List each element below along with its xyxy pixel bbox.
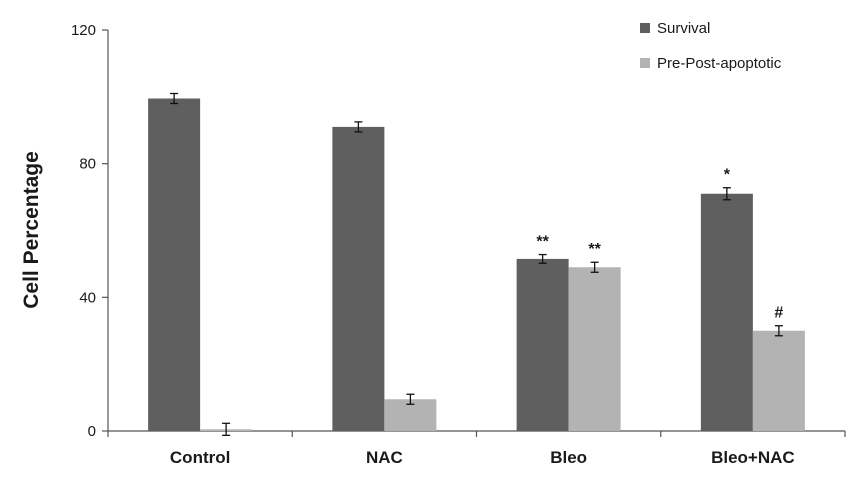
error-bars <box>170 92 783 436</box>
legend-label: Pre-Post-apoptotic <box>657 55 782 72</box>
y-tick-label: 80 <box>79 156 96 173</box>
y-ticks: 0 40 80 120 <box>71 22 846 440</box>
legend-label: Survival <box>657 20 710 37</box>
legend: Survival Pre-Post-apoptotic <box>640 20 782 72</box>
x-category-label: Bleo <box>550 448 587 467</box>
category-labels: Control NAC Bleo Bleo+NAC <box>170 448 795 467</box>
bar-pre-post-apoptotic-bleo-nac <box>752 330 805 431</box>
bars <box>148 98 805 432</box>
bar-survival-nac <box>332 126 385 432</box>
y-tick-label: 0 <box>88 423 96 440</box>
significance-marker: * <box>724 167 731 184</box>
bar-pre-post-apoptotic-bleo <box>568 267 621 431</box>
legend-swatch <box>640 58 650 68</box>
significance-marker: # <box>774 305 783 322</box>
y-axis-label: Cell Percentage <box>20 151 43 309</box>
bar-survival-control <box>148 98 201 432</box>
significance-marker: ** <box>588 241 601 258</box>
significance-annotations: ** ***# <box>536 167 783 322</box>
significance-marker: ** <box>536 234 549 251</box>
y-tick-label: 40 <box>79 289 96 306</box>
x-category-label: NAC <box>366 448 403 467</box>
bar-survival-bleo-nac <box>700 193 753 431</box>
y-tick-label: 120 <box>71 22 96 39</box>
x-category-label: Bleo+NAC <box>711 448 795 467</box>
x-category-label: Control <box>170 448 230 467</box>
bar-survival-bleo <box>516 258 569 431</box>
legend-swatch <box>640 23 650 33</box>
